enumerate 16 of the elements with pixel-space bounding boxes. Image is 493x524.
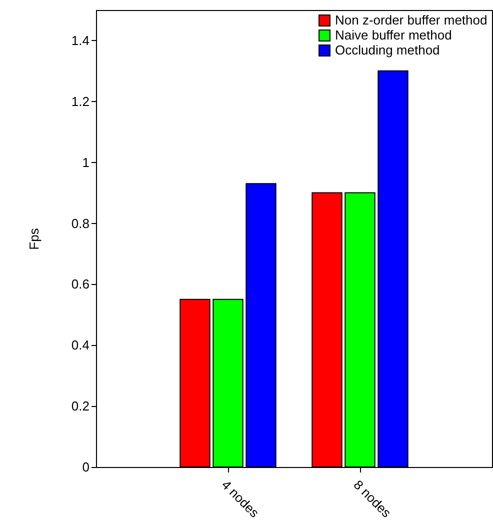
y-tick-label: 1.2: [71, 94, 90, 109]
bar: [180, 298, 210, 468]
y-tick-label: 1: [82, 154, 90, 170]
legend-label: Naive buffer method: [335, 28, 452, 42]
y-axis-title: Fps: [26, 228, 42, 250]
bar: [312, 192, 342, 468]
legend-label: Occluding method: [335, 42, 440, 58]
bar: [378, 70, 408, 468]
y-tick-label: 0: [82, 460, 90, 474]
y-tick-label: 0.4: [71, 338, 90, 353]
y-tick-label: 0.8: [71, 216, 90, 231]
y-tick-label: 0.2: [71, 398, 90, 414]
y-tick-label: 0.6: [71, 276, 90, 292]
legend-label: Non z-order buffer method: [335, 12, 488, 28]
bar: [246, 183, 276, 468]
y-tick-label: 1.4: [71, 32, 90, 48]
